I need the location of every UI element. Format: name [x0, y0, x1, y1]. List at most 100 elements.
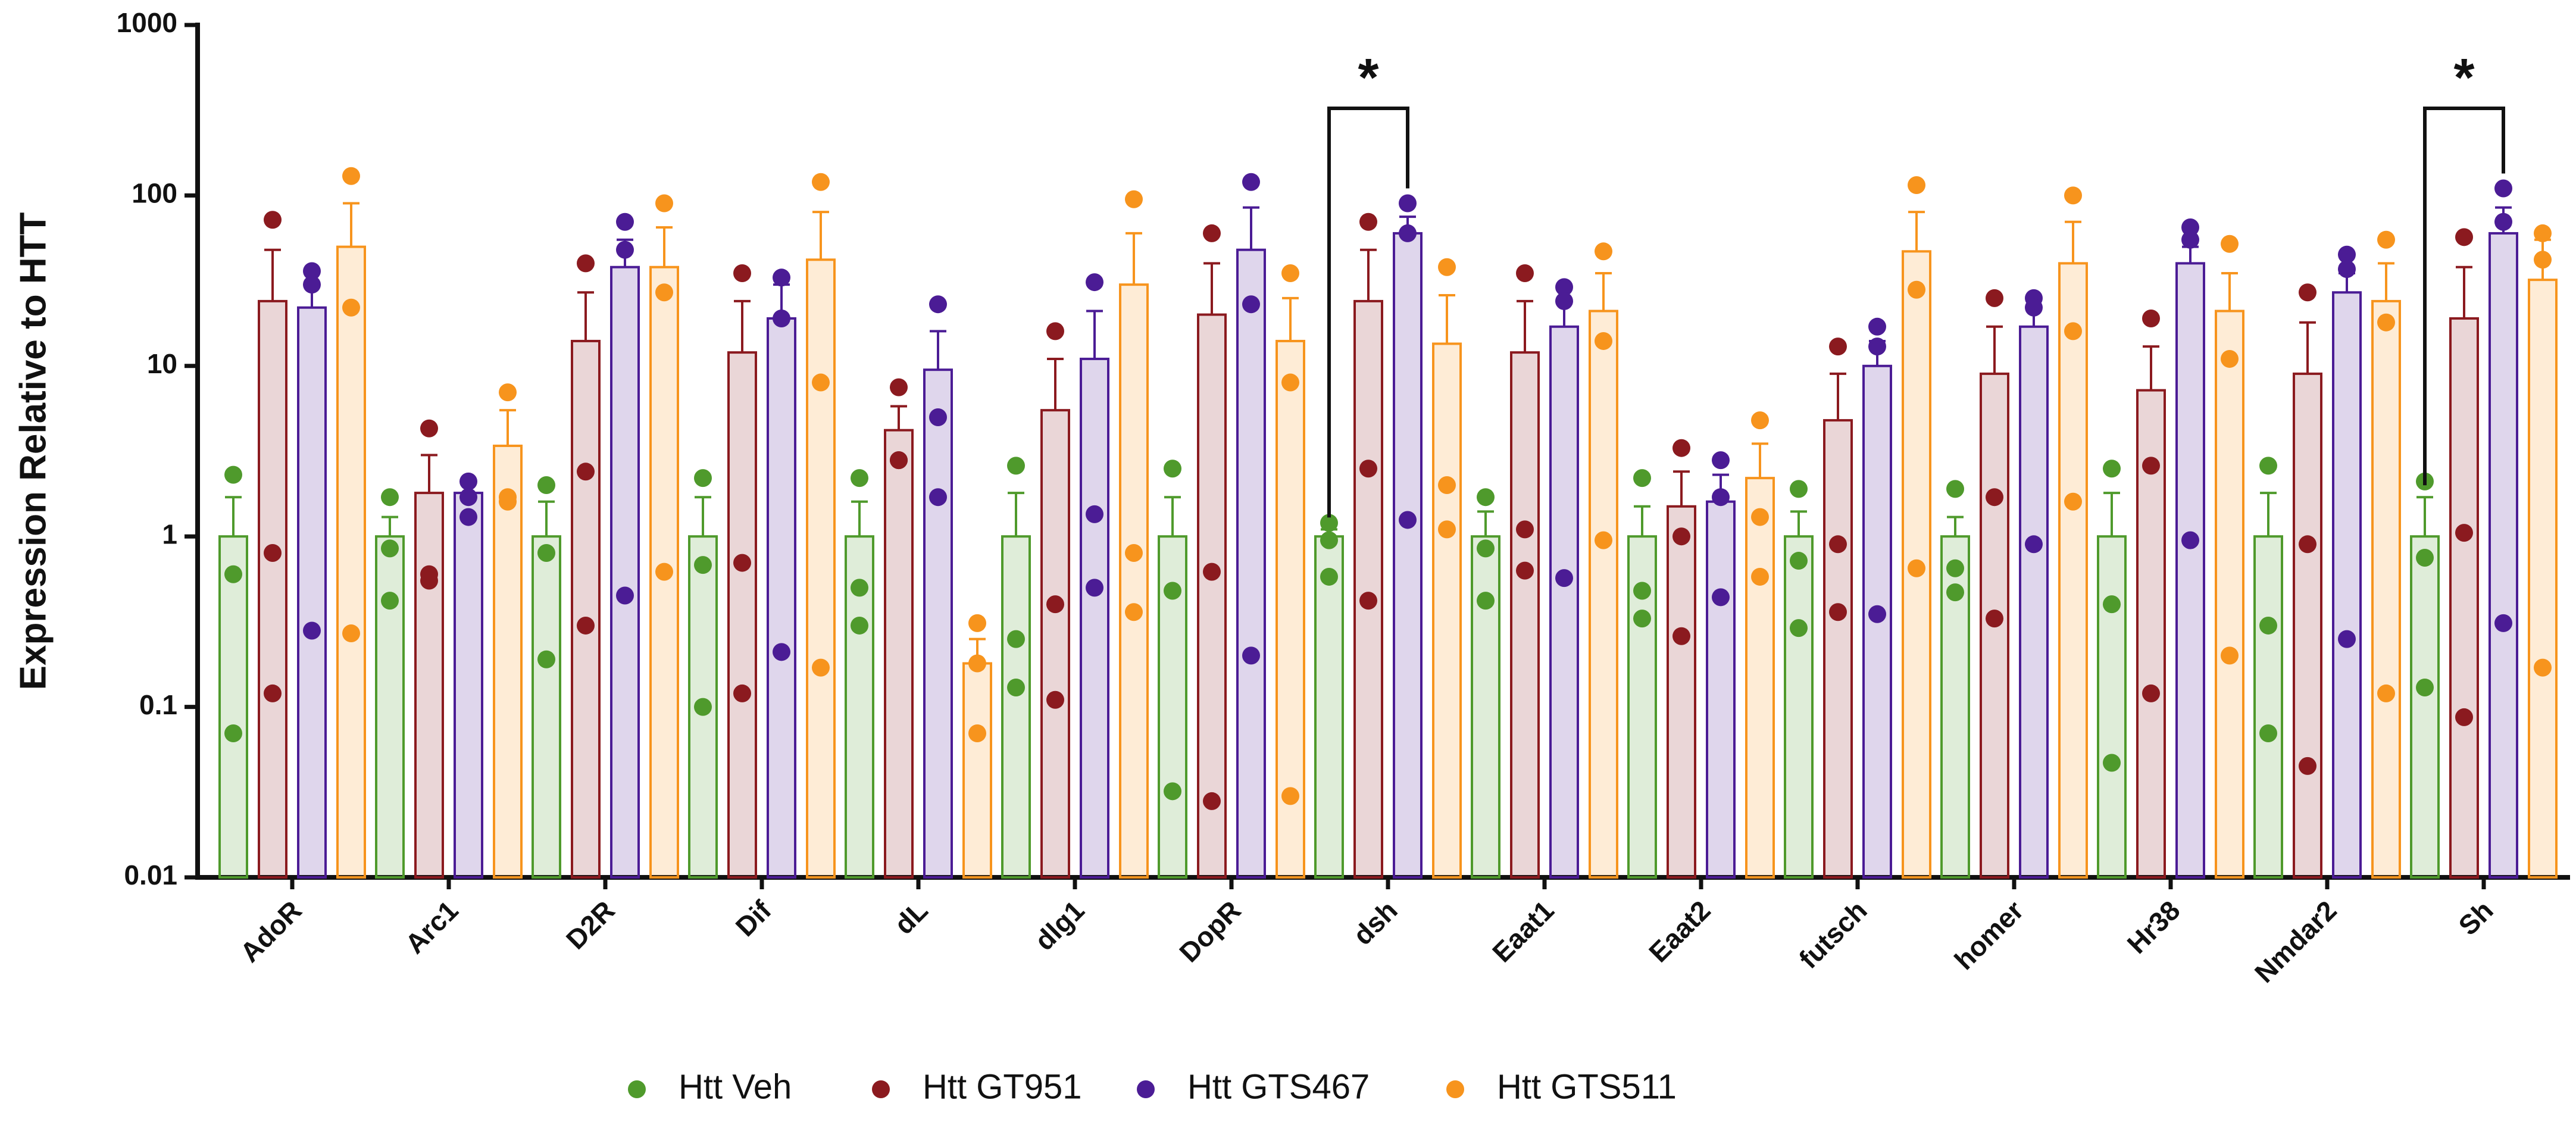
bar: [806, 258, 836, 879]
y-tick-label: 1000: [117, 7, 177, 38]
x-tick-label: Dif: [730, 894, 778, 942]
data-point: [537, 650, 555, 668]
data-point: [2142, 457, 2160, 475]
data-point: [1164, 582, 1181, 600]
data-point: [1986, 289, 2003, 307]
data-point: [1868, 605, 1886, 623]
bar: [454, 492, 483, 879]
data-point: [537, 543, 555, 562]
data-point: [1086, 505, 1103, 523]
data-point: [2455, 524, 2473, 542]
bar: [923, 368, 953, 879]
data-point: [1790, 619, 1808, 638]
y-tick-label: 0.1: [139, 689, 177, 720]
bar: [2371, 299, 2401, 879]
data-point: [1868, 317, 1886, 336]
data-point: [1946, 480, 1964, 498]
data-point: [2259, 616, 2277, 635]
data-point: [2025, 298, 2043, 317]
data-point: [1399, 511, 1417, 529]
data-point: [968, 654, 986, 673]
data-point: [1007, 678, 1025, 696]
data-point: [1477, 488, 1495, 507]
data-point: [2259, 724, 2277, 742]
data-point: [2299, 535, 2316, 554]
data-point: [616, 240, 634, 259]
data-point: [342, 298, 360, 317]
data-point: [616, 212, 634, 231]
data-point: [224, 724, 242, 742]
data-point: [929, 488, 947, 507]
bar: [1314, 535, 1344, 879]
bar: [2215, 310, 2244, 879]
data-point: [1359, 212, 1377, 231]
data-point: [1672, 627, 1690, 645]
bar: [1197, 313, 1227, 879]
data-point: [381, 592, 399, 610]
data-point: [1633, 469, 1651, 488]
significance-label: *: [1358, 48, 1378, 108]
data-point: [1908, 176, 1925, 195]
x-tick-label: Sh: [2452, 895, 2499, 941]
data-point: [342, 624, 360, 643]
bar: [258, 299, 287, 879]
bar: [375, 535, 405, 879]
data-point: [1203, 562, 1221, 581]
data-point: [2377, 230, 2395, 249]
bar: [1823, 419, 1853, 879]
data-point: [1908, 280, 1925, 299]
data-point: [2181, 218, 2199, 236]
data-point: [1751, 411, 1769, 430]
significance-bracket: [2423, 107, 2505, 486]
data-point: [1320, 531, 1338, 549]
data-point: [890, 378, 908, 396]
bar: [2293, 372, 2322, 879]
y-tick-label: 1: [162, 518, 177, 549]
x-tick-label: Eaat2: [1643, 895, 1717, 968]
data-point: [459, 488, 477, 507]
data-point: [1712, 451, 1730, 470]
data-point: [1086, 579, 1103, 597]
data-point: [2299, 283, 2316, 302]
data-point: [1829, 338, 1847, 356]
data-point: [2064, 322, 2082, 340]
data-point: [2377, 684, 2395, 702]
data-point: [2534, 658, 2552, 677]
data-point: [1477, 539, 1495, 558]
data-point: [1712, 488, 1730, 507]
data-point: [1672, 527, 1690, 546]
data-point: [851, 616, 868, 635]
y-axis-label: Expression Relative to HTT: [12, 212, 54, 690]
x-tick-label: AdoR: [234, 895, 307, 968]
data-point: [1046, 595, 1064, 614]
bar: [1393, 232, 1423, 879]
bar: [1353, 299, 1383, 879]
data-point: [459, 472, 477, 490]
data-point: [1438, 520, 1456, 539]
bar: [2253, 535, 2283, 879]
x-tick-label: Arc1: [399, 895, 464, 960]
x-tick-label: Hr38: [2121, 895, 2186, 960]
data-point: [2416, 548, 2434, 567]
data-point: [1672, 439, 1690, 457]
bar: [767, 317, 796, 879]
data-point: [1829, 603, 1847, 621]
data-point: [1203, 224, 1221, 242]
data-point: [2142, 309, 2160, 327]
data-point: [2103, 595, 2121, 614]
data-point: [773, 268, 790, 287]
data-point: [381, 539, 399, 558]
data-point: [499, 492, 517, 511]
data-point: [851, 469, 868, 488]
data-point: [1281, 264, 1299, 282]
data-point: [1046, 322, 1064, 340]
legend-marker: [1446, 1080, 1464, 1098]
x-tick-label: Nmdar2: [2249, 895, 2343, 989]
bar: [1784, 535, 1814, 879]
data-point: [1555, 292, 1573, 310]
data-point: [342, 167, 360, 185]
data-point: [2142, 684, 2160, 702]
data-point: [420, 419, 438, 438]
data-point: [1281, 373, 1299, 392]
data-point: [577, 254, 595, 273]
